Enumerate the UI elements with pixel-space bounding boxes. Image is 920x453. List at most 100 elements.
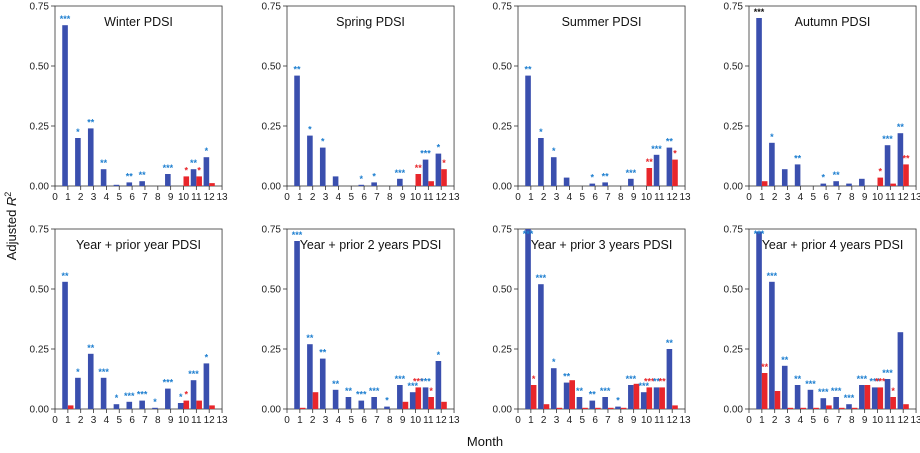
sig-blue-month-7: *** xyxy=(137,390,148,400)
x-tick-label: 12 xyxy=(204,415,216,426)
x-tick-label: 12 xyxy=(667,415,679,426)
sig-blue-month-1: ** xyxy=(525,65,533,75)
x-tick-label: 10 xyxy=(641,415,653,426)
bar-red-month-2 xyxy=(312,392,319,409)
sig-blue-month-3: ** xyxy=(87,343,95,353)
sig-blue-month-12: * xyxy=(205,352,209,362)
x-tick-label: 7 xyxy=(605,415,611,426)
bar-blue-month-11 xyxy=(190,380,197,409)
bar-blue-month-11 xyxy=(422,159,429,186)
bar-red-month-11 xyxy=(196,400,202,409)
bar-red-month-9 xyxy=(402,401,409,409)
sig-blue-month-12: * xyxy=(437,350,441,360)
bar-blue-month-6 xyxy=(126,401,133,409)
bar-blue-month-8 xyxy=(615,406,621,409)
bar-blue-month-5 xyxy=(345,397,352,409)
x-tick-label: 10 xyxy=(872,192,884,203)
sig-blue-month-3: ** xyxy=(319,348,327,358)
bar-red-month-1 xyxy=(761,181,768,186)
y-tick-label: 0.25 xyxy=(30,345,50,356)
sig-blue-month-7: *** xyxy=(369,386,380,396)
bar-red-month-2 xyxy=(774,391,781,409)
bar-red-month-12 xyxy=(209,405,215,409)
bar-red-month-10 xyxy=(183,400,190,409)
panel-4: 0.000.250.500.750 1 2 3 4 5 6 7 8 9 10 11 12 13Autumn… xyxy=(724,2,920,204)
sig-blue-month-1: *** xyxy=(60,14,71,24)
sig-blue-month-3: * xyxy=(552,357,556,367)
y-tick-label: 0.75 xyxy=(30,225,50,236)
x-tick-label: 6 xyxy=(129,192,135,203)
sig-blue-month-1: *** xyxy=(754,7,765,17)
sig-blue-month-7: *** xyxy=(600,386,611,396)
bar-red-month-4 xyxy=(800,407,806,409)
bar-blue-month-6 xyxy=(358,400,365,409)
x-tick-label: 10 xyxy=(178,192,190,203)
y-tick-label: 0.50 xyxy=(724,285,744,296)
bar-blue-month-2 xyxy=(769,142,775,186)
sig-red-month-10: * xyxy=(185,165,189,175)
y-tick-label: 0.25 xyxy=(262,122,282,133)
x-tick-label: 9 xyxy=(400,192,406,203)
y-tick-label: 0.00 xyxy=(493,405,513,416)
y-tick-label: 0.25 xyxy=(30,122,50,133)
y-tick-label: 0.50 xyxy=(493,285,513,296)
x-tick-label: 11 xyxy=(885,415,896,426)
bar-blue-month-11 xyxy=(190,169,197,186)
y-tick-label: 0.25 xyxy=(493,345,513,356)
sig-red-month-1: * xyxy=(532,374,536,384)
x-tick-label: 11 xyxy=(191,415,202,426)
x-tick-label: 5 xyxy=(579,415,585,426)
x-tick-label: 10 xyxy=(410,415,422,426)
x-tick-label: 9 xyxy=(631,192,637,203)
y-axis-label-var: R xyxy=(4,197,19,206)
bar-blue-month-10 xyxy=(871,387,878,409)
x-tick-label: 3 xyxy=(91,415,97,426)
bar-blue-month-5 xyxy=(576,397,583,409)
y-tick-label: 0.50 xyxy=(30,62,50,73)
bar-red-month-9 xyxy=(864,385,871,409)
sig-blue-month-6: * xyxy=(591,173,595,183)
bar-blue-month-1 xyxy=(525,75,531,186)
sig-red-month-12: ** xyxy=(902,153,910,163)
sig-blue-month-10: *** xyxy=(638,381,649,391)
bar-blue-month-1 xyxy=(62,25,68,187)
bar-blue-month-8 xyxy=(846,404,852,409)
bar-red-month-9 xyxy=(633,383,640,409)
bar-blue-month-1 xyxy=(294,75,300,186)
panel-title: Spring PDSI xyxy=(336,15,405,29)
panel-title: Year + prior year PDSI xyxy=(76,238,201,252)
sig-blue-month-5: ** xyxy=(576,386,584,396)
sig-blue-month-4: ** xyxy=(794,374,802,384)
x-tick-label: 5 xyxy=(579,192,585,203)
x-tick-label: 9 xyxy=(400,415,406,426)
sig-blue-month-11: ** xyxy=(190,158,198,168)
y-tick-label: 0.25 xyxy=(724,122,744,133)
y-tick-label: 0.50 xyxy=(493,62,513,73)
bar-blue-month-3 xyxy=(550,157,557,186)
bar-red-month-12 xyxy=(441,169,447,186)
bar-blue-month-12 xyxy=(203,157,210,186)
sig-blue-month-8: *** xyxy=(844,393,855,403)
bar-red-month-10 xyxy=(415,174,422,186)
bar-blue-month-5 xyxy=(113,404,120,409)
bar-blue-month-9 xyxy=(859,385,865,409)
bar-blue-month-5 xyxy=(113,184,120,186)
bar-red-month-5 xyxy=(813,407,819,409)
sig-blue-month-5: *** xyxy=(805,379,816,389)
bar-red-month-1 xyxy=(299,407,306,409)
bar-blue-month-9 xyxy=(165,174,171,186)
bar-blue-month-4 xyxy=(563,177,570,186)
sig-red-month-10: ** xyxy=(646,157,654,167)
bar-blue-month-3 xyxy=(87,353,94,409)
bar-blue-month-7 xyxy=(833,181,839,186)
x-tick-label: 10 xyxy=(641,192,653,203)
bar-blue-month-6 xyxy=(820,398,827,409)
x-tick-label: 0 xyxy=(284,192,290,203)
bar-blue-month-12 xyxy=(435,361,442,409)
bar-red-month-12 xyxy=(672,405,678,409)
sig-blue-month-6: *** xyxy=(356,390,367,400)
y-tick-label: 0.00 xyxy=(724,182,744,193)
y-tick-label: 0.00 xyxy=(30,182,50,193)
bar-blue-month-12 xyxy=(897,332,904,409)
